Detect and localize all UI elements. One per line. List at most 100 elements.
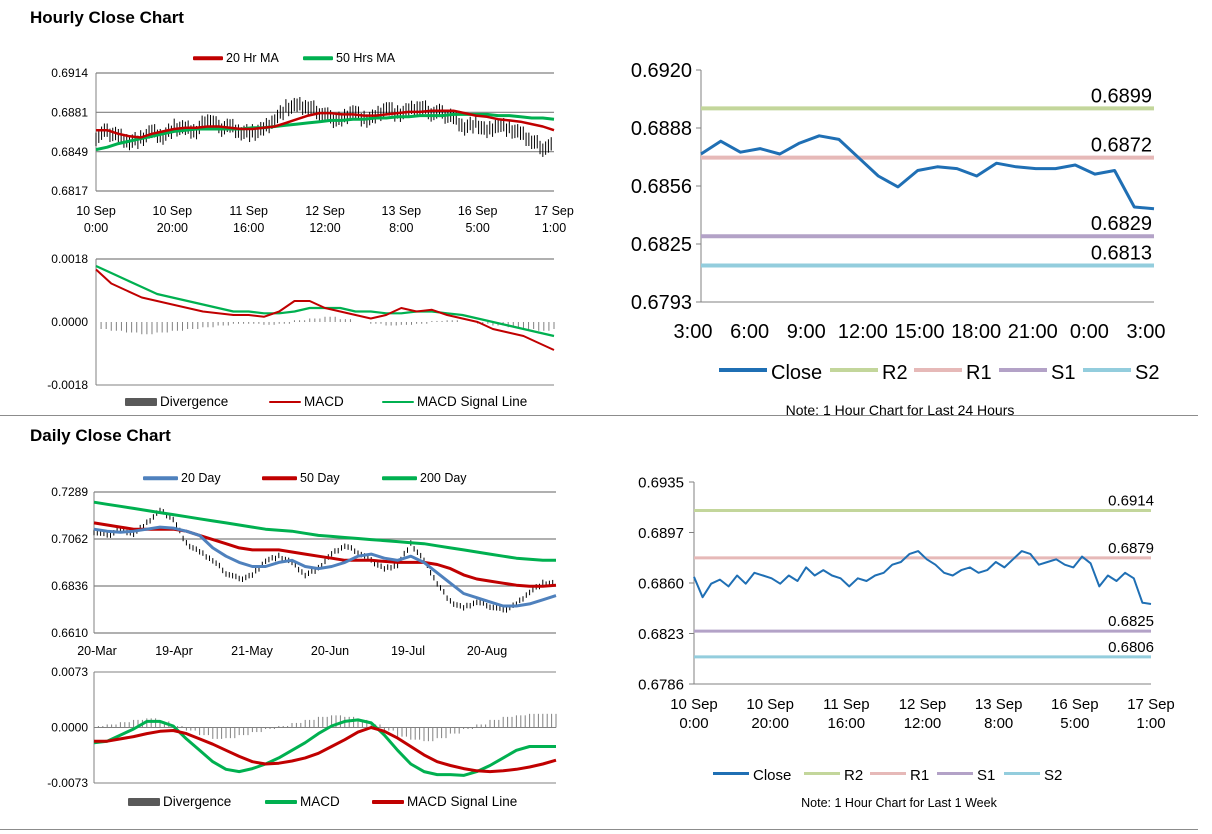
hourly-legend-divergence-swatch (125, 397, 157, 406)
weekly-close-x-tick-time: 8:00 (984, 715, 1013, 732)
weekly-close-x-tick-time: 0:00 (679, 715, 708, 732)
hourly-price-x-tick-time: 0:00 (84, 221, 108, 235)
hourly-close-legend-s2-swatch (1083, 368, 1131, 372)
daily-section-title: Daily Close Chart (30, 426, 171, 445)
hourly-price-x-tick-time: 8:00 (389, 221, 413, 235)
weekly-close-x-tick-time: 20:00 (751, 715, 789, 732)
daily-price-x-tick: 20-Aug (467, 644, 507, 658)
hourly-close-x-tick: 6:00 (730, 321, 769, 343)
daily-legend-macd-swatch (265, 799, 297, 804)
hourly-close-y-tick: 0.6793 (631, 292, 692, 314)
hourly-price-x-tick: 12 Sep (305, 204, 345, 218)
weekly-close-x-tick: 17 Sep (1127, 696, 1175, 713)
hourly-price-x-tick: 10 Sep (76, 204, 116, 218)
daily-price-y-tick: 0.7289 (51, 485, 88, 499)
hourly-level-label-r1: 0.6872 (1091, 135, 1152, 157)
hourly-close-x-tick: 0:00 (1070, 321, 1109, 343)
legend-20-day-label: 20 Day (181, 471, 221, 485)
hourly-ma20-line (96, 109, 555, 139)
hourly-price-x-tick-time: 12:00 (309, 221, 340, 235)
hourly-macd-y-tick: 0.0000 (51, 315, 88, 329)
hourly-close-legend-s1-swatch (999, 368, 1047, 372)
hourly-close-line (700, 134, 1155, 211)
weekly-close-y-tick: 0.6897 (638, 525, 684, 542)
weekly-close-x-tick: 12 Sep (899, 696, 947, 713)
daily-price-x-tick: 21-May (231, 644, 273, 658)
weekly-legend-r1-label: R1 (910, 767, 929, 784)
hourly-legend-macd-swatch (269, 400, 301, 403)
hourly-section-title: Hourly Close Chart (30, 8, 184, 27)
daily-price-y-tick: 0.6836 (51, 579, 88, 593)
hourly-close-y-tick: 0.6825 (631, 234, 692, 256)
hourly-price-y-tick: 0.6849 (51, 145, 88, 159)
legend-200-day-swatch (382, 476, 417, 481)
weekly-level-label-s2: 0.6806 (1108, 639, 1154, 656)
hourly-price-x-tick: 10 Sep (153, 204, 193, 218)
hourly-close-y-tick: 0.6920 (631, 60, 692, 82)
legend-200-day-label: 200 Day (420, 471, 467, 485)
hourly-close-x-tick: 18:00 (951, 321, 1001, 343)
daily-legend-signal-label: MACD Signal Line (407, 794, 517, 809)
hourly-price-x-tick-time: 1:00 (542, 221, 566, 235)
hourly-close-x-tick: 9:00 (787, 321, 826, 343)
legend-50-day-label: 50 Day (300, 471, 340, 485)
hourly-level-label-s2: 0.6813 (1091, 242, 1152, 264)
weekly-close-line (693, 550, 1152, 605)
hourly-close-legend-close-label: Close (771, 362, 822, 384)
hourly-price-x-tick-time: 16:00 (233, 221, 264, 235)
daily-macd-y-tick: -0.0073 (47, 776, 88, 790)
hourly-price-x-tick-time: 5:00 (465, 221, 489, 235)
daily-price-y-tick: 0.7062 (51, 532, 88, 546)
hourly-close-legend-r2-label: R2 (882, 362, 908, 384)
hourly-close-x-tick: 3:00 (674, 321, 713, 343)
weekly-close-y-tick: 0.6935 (638, 474, 684, 491)
hourly-price-x-tick: 16 Sep (458, 204, 498, 218)
hourly-close-x-tick: 21:00 (1008, 321, 1058, 343)
weekly-level-label-s1: 0.6825 (1108, 613, 1154, 630)
weekly-close-x-tick: 10 Sep (746, 696, 794, 713)
hourly-close-legend-r1-swatch (914, 368, 962, 372)
hourly-macd-y-tick: 0.0018 (51, 252, 88, 266)
daily-price-x-tick: 20-Jun (311, 644, 349, 658)
daily-signal-line (94, 726, 557, 774)
weekly-close-y-tick: 0.6823 (638, 626, 684, 643)
weekly-legend-close-label: Close (753, 767, 791, 784)
legend-50hrs-ma-swatch (303, 56, 333, 61)
daily-ma200-line (93, 500, 556, 562)
legend-50-day-swatch (262, 476, 297, 481)
hourly-legend-signal-swatch (382, 400, 414, 403)
weekly-legend-s2-label: S2 (1044, 767, 1062, 784)
hourly-ma50-line (95, 112, 555, 152)
weekly-close-x-tick: 16 Sep (1051, 696, 1099, 713)
hourly-macd-y-tick: -0.0018 (47, 378, 88, 392)
hourly-legend-divergence-label: Divergence (160, 394, 228, 409)
hourly-close-legend-s1-label: S1 (1051, 362, 1075, 384)
hourly-price-y-tick: 0.6914 (51, 66, 88, 80)
daily-price-x-tick: 19-Jul (391, 644, 425, 658)
daily-legend-signal-swatch (372, 799, 404, 804)
daily-price-x-tick: 20-Mar (77, 644, 117, 658)
weekly-legend-r2-swatch (804, 772, 840, 775)
weekly-close-x-tick: 11 Sep (823, 696, 869, 713)
hourly-close-y-tick: 0.6888 (631, 118, 692, 140)
weekly-legend-close-swatch (713, 772, 749, 775)
daily-macd-line (93, 718, 556, 777)
weekly-close-y-tick: 0.6860 (638, 575, 684, 592)
hourly-legend-macd-label: MACD (304, 394, 344, 409)
hourly-level-label-s1: 0.6829 (1091, 213, 1152, 235)
hourly-close-legend-close-swatch (719, 368, 767, 372)
weekly-level-label-r2: 0.6914 (1108, 492, 1154, 509)
section-divider (0, 415, 1198, 416)
daily-macd-y-tick: 0.0073 (51, 665, 88, 679)
legend-50hrs-ma-label: 50 Hrs MA (336, 51, 396, 65)
weekly-close-y-tick: 0.6786 (638, 676, 684, 693)
weekly-level-label-r1: 0.6879 (1108, 540, 1154, 557)
hourly-price-y-tick: 0.6817 (51, 184, 88, 198)
daily-ma20-line (93, 525, 557, 608)
daily-legend-macd-label: MACD (300, 794, 340, 809)
hourly-price-x-tick-time: 20:00 (157, 221, 188, 235)
weekly-close-x-tick: 13 Sep (975, 696, 1023, 713)
hourly-close-x-tick: 3:00 (1127, 321, 1166, 343)
daily-legend-divergence-swatch (128, 797, 160, 806)
bottom-divider (0, 829, 1198, 830)
